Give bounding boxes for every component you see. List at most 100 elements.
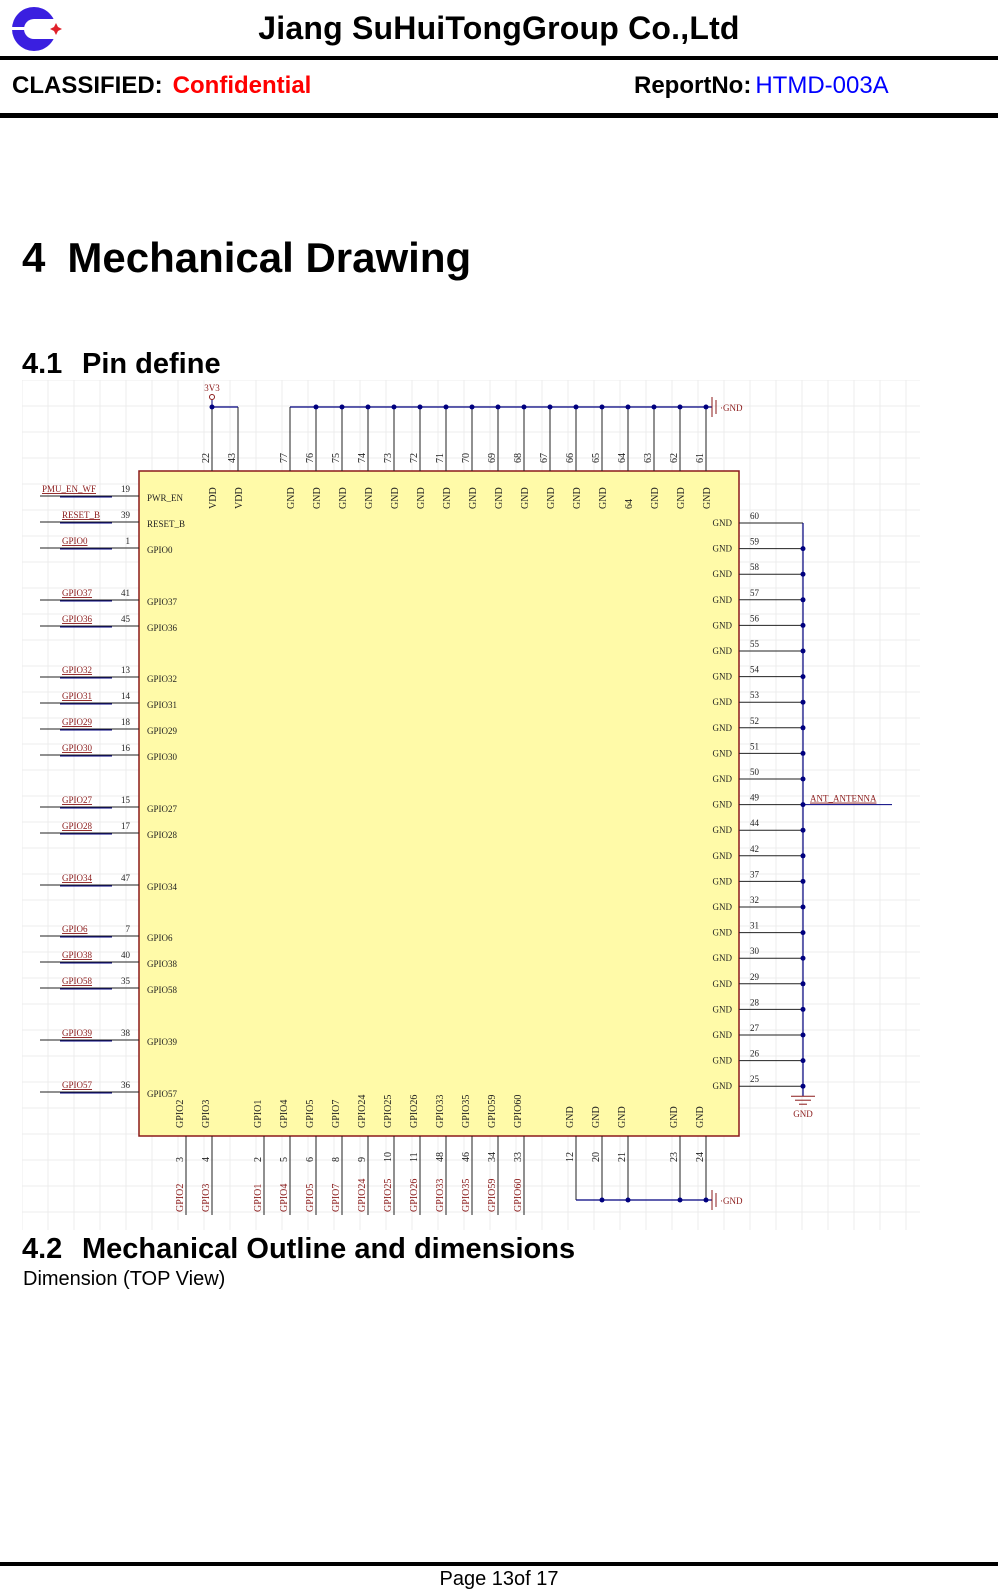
pin-number: 52	[750, 716, 759, 726]
net-label: RESET_B	[62, 510, 100, 520]
pin-name: GND	[713, 774, 733, 784]
pin-name: GPIO57	[147, 1089, 178, 1099]
pin-name: GND	[713, 979, 733, 989]
pin-name: GPIO59	[487, 1095, 498, 1128]
pin-number: 27	[750, 1023, 760, 1033]
net-label: GPIO32	[62, 665, 92, 675]
pin-number: 15	[121, 795, 131, 805]
pin-number: 20	[591, 1152, 602, 1162]
pin-name: GND	[713, 672, 733, 682]
header-rule-bottom	[0, 113, 998, 118]
net-label: GPIO57	[62, 1080, 93, 1090]
pin-number: 67	[539, 453, 550, 463]
pin-name: GPIO1	[253, 1100, 264, 1128]
pin-name: GND	[713, 928, 733, 938]
pin-number: 5	[279, 1157, 290, 1162]
header-rule-top	[0, 56, 998, 60]
pin-name: GND	[546, 487, 557, 509]
pin-number: 50	[750, 767, 760, 777]
pin-number: 32	[750, 895, 759, 905]
page-number: Page 13of 17	[439, 1568, 559, 1590]
net-label: GPIO2	[175, 1184, 186, 1212]
pin-name: GND	[416, 487, 427, 509]
power-port-icon	[209, 394, 215, 400]
classification: CLASSIFIED: Confidential	[12, 72, 311, 100]
pin-number: 59	[750, 537, 760, 547]
pin-number: 40	[121, 950, 131, 960]
net-label: GPIO59	[487, 1179, 498, 1212]
net-label: GPIO31	[62, 691, 92, 701]
pin-name: GND	[494, 487, 505, 509]
pin-number: 30	[750, 946, 760, 956]
pin-number: 54	[750, 665, 760, 675]
pin-name: PWR_EN	[147, 493, 184, 503]
pin-name: GND	[713, 748, 733, 758]
pin-name: GND	[617, 1106, 628, 1128]
pin-number: 19	[121, 484, 131, 494]
net-label: GPIO38	[62, 950, 93, 960]
pin-name: GND	[364, 487, 375, 509]
pin-number: 64	[617, 453, 628, 463]
pin-name: GND	[442, 487, 453, 509]
pin-name: GND	[713, 697, 733, 707]
net-label: PMU_EN_WF	[42, 484, 96, 494]
pin-name: GND	[695, 1106, 706, 1128]
pin-name: GND	[520, 487, 531, 509]
subsection-number: 4.2	[22, 1233, 63, 1265]
pin-number: 37	[750, 869, 760, 879]
pin-name: GPIO58	[147, 985, 178, 995]
pin-number: 38	[121, 1028, 131, 1038]
pin-name: GPIO28	[147, 830, 178, 840]
pin-number: 14	[121, 691, 131, 701]
pin-number: 17	[121, 821, 131, 831]
pin-number: 42	[750, 844, 759, 854]
pin-name: GND	[713, 800, 733, 810]
pin-number: 69	[487, 453, 498, 463]
pin-number: 2	[253, 1157, 264, 1162]
pin-name: GPIO2	[175, 1100, 186, 1128]
pin-name: GND	[286, 487, 297, 509]
pin-number: 35	[121, 976, 131, 986]
gnd-label: GND	[793, 1109, 813, 1119]
pin-number: 21	[617, 1152, 628, 1162]
net-label: GPIO60	[513, 1179, 524, 1212]
pin-name: GND	[713, 851, 733, 861]
gnd-label: ·GND	[720, 1196, 743, 1206]
pin-name: GND	[572, 487, 583, 509]
pin-name: GPIO39	[147, 1037, 178, 1047]
pin-number: 29	[750, 972, 760, 982]
pin-number: 7	[126, 924, 131, 934]
pin-name: GND	[702, 487, 713, 509]
pin-name: GND	[713, 646, 733, 656]
dimension-caption: Dimension (TOP View)	[23, 1268, 226, 1290]
pin-number: 72	[409, 453, 420, 463]
net-label: GPIO30	[62, 743, 93, 753]
pin-number: 47	[121, 873, 131, 883]
pin-number: 44	[750, 818, 760, 828]
pin-number: 18	[121, 717, 131, 727]
pin-number: 26	[750, 1049, 760, 1059]
pin-number: 25	[750, 1074, 760, 1084]
pin-name: GPIO26	[409, 1095, 420, 1128]
pin-number: 66	[565, 453, 576, 463]
pin-number: 22	[201, 453, 212, 463]
net-label: GPIO37	[62, 588, 93, 598]
gnd-label: ·GND	[720, 403, 743, 413]
power-label: 3V3	[204, 383, 220, 393]
section-number: 4	[22, 234, 46, 281]
section-title: Mechanical Drawing	[67, 234, 472, 281]
pin-name: GND	[713, 569, 733, 579]
pin-number: 1	[126, 536, 131, 546]
pin-name: GPIO60	[513, 1095, 524, 1128]
net-label: GPIO26	[409, 1179, 420, 1212]
pin-name: GPIO38	[147, 959, 178, 969]
net-label: GPIO58	[62, 976, 93, 986]
pin-name: GND	[650, 487, 661, 509]
pin-name: GPIO29	[147, 726, 178, 736]
pin-name: GPIO25	[383, 1095, 394, 1128]
pin-number: 9	[357, 1157, 368, 1162]
pin-number: 48	[435, 1152, 446, 1162]
net-label: GPIO6	[62, 924, 88, 934]
pin-number: 60	[750, 511, 760, 521]
